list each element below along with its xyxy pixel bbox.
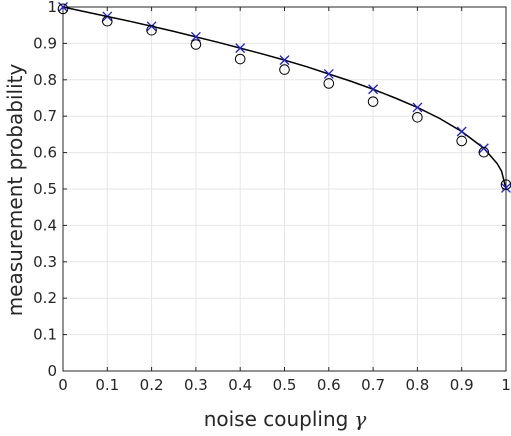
x-tick-label: 0.5 <box>273 376 297 394</box>
x-axis-label-text: noise coupling <box>204 407 349 431</box>
y-tick-label: 0.2 <box>33 289 57 307</box>
x-marker-point <box>146 21 157 32</box>
y-tick-label: 0.9 <box>33 34 57 52</box>
x-tick-label: 0.3 <box>184 376 208 394</box>
x-marker-point <box>235 43 246 54</box>
x-marker-stroke <box>501 182 511 193</box>
y-tick-labels: 0 0.1 0.2 0.3 0.4 0.5 0.6 0.7 0.8 0.9 1 <box>33 0 57 380</box>
theory-curve <box>62 6 507 190</box>
x-tick-label: 0.9 <box>450 376 474 394</box>
x-axis-label: noise coupling γ <box>204 407 367 431</box>
x-tick-label: 0.7 <box>361 376 385 394</box>
y-tick-label: 0.6 <box>33 144 57 162</box>
x-marker-stroke <box>368 84 379 95</box>
y-tick-label: 0.3 <box>33 253 57 271</box>
x-marker-stroke <box>279 55 290 66</box>
x-marker-stroke <box>412 102 423 113</box>
x-marker-stroke <box>235 43 246 54</box>
circle-marker-point <box>412 111 423 123</box>
x-marker-point <box>190 31 201 42</box>
x-marker-point <box>323 69 334 79</box>
x-tick-label: 1 <box>501 376 511 394</box>
x-tick-label: 0.1 <box>95 376 119 394</box>
x-marker-stroke <box>456 126 467 137</box>
x-marker-point <box>58 2 68 12</box>
x-axis-label-symbol: γ <box>354 407 366 431</box>
x-tick-label: 0.8 <box>405 376 429 394</box>
circle-marker-point <box>57 3 69 15</box>
grid <box>62 6 507 372</box>
x-marker-stroke <box>478 143 489 154</box>
y-tick-label: 0.8 <box>33 71 57 89</box>
circle-marker-point <box>478 146 490 158</box>
circle-marker-point <box>323 78 335 89</box>
circle-marker-point <box>279 64 290 75</box>
y-tick-label: 0.4 <box>33 216 57 234</box>
circle-marker-point <box>102 15 113 27</box>
y-tick-label: 1 <box>47 0 57 16</box>
y-axis-label: measurement probability <box>3 64 27 317</box>
x-tick-label: 0.4 <box>228 376 252 394</box>
x-tick-label: 0 <box>58 376 68 394</box>
x-marker-point <box>412 102 423 113</box>
x-marker-point <box>501 182 511 193</box>
x-marker-stroke <box>146 21 157 32</box>
x-marker-point <box>279 55 290 66</box>
x-marker-point <box>368 84 379 95</box>
x-marker-stroke <box>323 69 334 79</box>
circle-marker-point <box>367 96 379 107</box>
circle-marker-point <box>234 53 246 65</box>
y-tick-label: 0.1 <box>33 326 57 344</box>
series-layer <box>57 2 511 193</box>
y-tick-label: 0.5 <box>33 180 57 198</box>
x-tick-labels: 0 0.1 0.2 0.3 0.4 0.5 0.6 0.7 0.8 0.9 1 <box>58 376 511 394</box>
x-marker-stroke <box>190 31 201 42</box>
circle-marker-point <box>456 135 468 147</box>
x-marker-point <box>456 126 467 137</box>
circle-marker-point <box>190 39 202 50</box>
x-tick-label: 0.6 <box>317 376 341 394</box>
y-tick-label: 0 <box>47 362 57 380</box>
x-tick-label: 0.2 <box>140 376 164 394</box>
circle-marker-point <box>146 24 157 36</box>
y-tick-label: 0.7 <box>33 107 57 125</box>
x-marker-point <box>478 143 489 154</box>
x-marker-stroke <box>58 2 68 12</box>
